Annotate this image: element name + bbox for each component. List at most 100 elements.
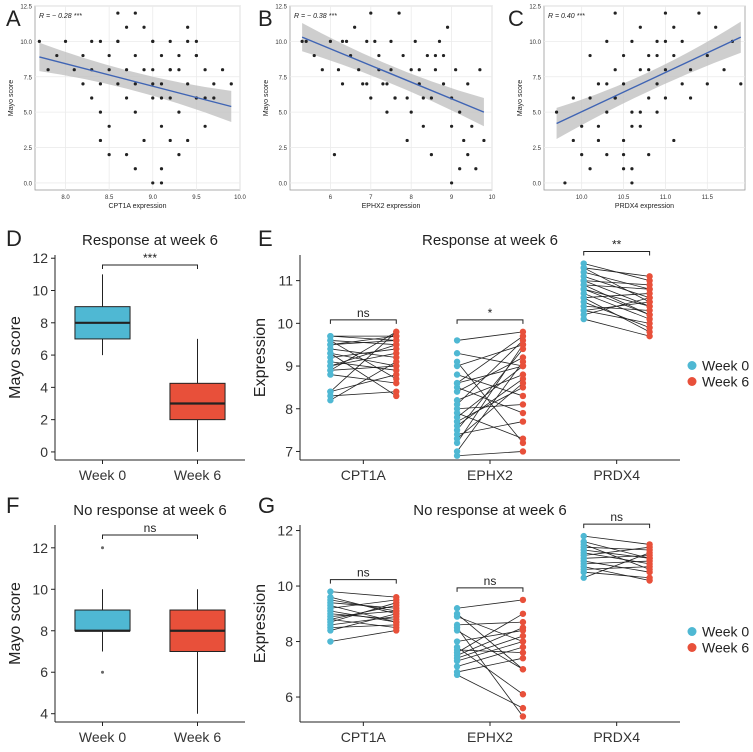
panel-b-scatter: 0.0 2.5 5.0 7.5 10.0 12.5 6 7 8 9 10 R = − 0.38 ***… xyxy=(263,5,496,211)
week6-point xyxy=(646,555,653,562)
week0-point xyxy=(580,264,587,272)
data-point xyxy=(655,39,659,43)
data-point xyxy=(133,167,137,171)
y-axis-label: Expression xyxy=(252,584,269,663)
pair-line xyxy=(330,344,397,367)
week0-point xyxy=(327,607,334,615)
data-point xyxy=(304,39,308,43)
data-point xyxy=(177,53,181,58)
data-point xyxy=(194,39,198,43)
data-point xyxy=(151,82,155,86)
week6-point xyxy=(393,618,400,626)
week0-point xyxy=(580,532,587,540)
pair-line xyxy=(456,344,524,444)
week0-point xyxy=(453,610,461,617)
pair-line xyxy=(456,646,524,667)
data-point xyxy=(81,82,85,86)
data-point xyxy=(124,96,129,100)
data-point xyxy=(361,82,365,86)
data-point xyxy=(596,138,601,143)
data-point xyxy=(672,25,676,29)
y-tick-label: 0.0 xyxy=(279,181,288,187)
y-tick-label: 5.0 xyxy=(533,111,542,117)
week0-point xyxy=(580,285,587,293)
legend-label: Week 0 xyxy=(702,358,749,374)
data-point xyxy=(571,96,575,100)
pair-line xyxy=(456,421,524,435)
panel-letter-b: B xyxy=(258,6,273,31)
data-point xyxy=(688,96,693,100)
data-point xyxy=(429,153,433,157)
week6-point xyxy=(646,285,653,293)
week0-point xyxy=(327,332,334,340)
y-tick-label: 5.0 xyxy=(279,111,288,117)
data-point xyxy=(332,153,337,157)
pair-line xyxy=(456,630,524,670)
data-point xyxy=(98,138,103,143)
data-point xyxy=(450,124,454,128)
week0-point xyxy=(453,418,461,425)
data-point xyxy=(81,53,85,58)
y-tick-label: 6 xyxy=(285,689,293,705)
pair-line xyxy=(457,599,523,609)
y-tick-label: 12 xyxy=(32,250,48,266)
week0-point xyxy=(327,627,334,634)
week6-point xyxy=(519,418,527,425)
data-point xyxy=(373,39,377,43)
data-point xyxy=(107,153,111,157)
pair-line xyxy=(456,365,524,418)
data-point xyxy=(482,138,486,143)
data-point xyxy=(630,39,634,43)
x-tick-label: 7 xyxy=(369,195,373,201)
data-point xyxy=(429,96,433,100)
pair-line xyxy=(583,280,650,286)
panel-title: No response at week 6 xyxy=(73,502,226,519)
week6-point xyxy=(519,666,527,673)
pair-line xyxy=(583,301,650,311)
data-point xyxy=(142,68,146,72)
data-point xyxy=(680,39,684,43)
panel-g-paired: 6 8 10 12 No response at week 6 Expression CPT… xyxy=(252,502,749,745)
week0-point xyxy=(580,546,587,554)
outlier-point xyxy=(101,546,104,550)
data-point xyxy=(336,68,341,72)
data-point xyxy=(437,39,442,43)
panel-letter-g: G xyxy=(258,493,275,518)
data-point xyxy=(722,68,726,72)
week6-point xyxy=(519,618,527,626)
y-tick-label: 2.5 xyxy=(533,146,542,152)
data-point xyxy=(107,124,111,128)
week0-point xyxy=(327,616,334,623)
week0-point xyxy=(453,439,461,447)
pair-line xyxy=(330,335,397,341)
pair-line xyxy=(583,546,650,551)
correlation-annotation: R = − 0.28 *** xyxy=(39,13,82,20)
significance-label: ns xyxy=(357,306,370,320)
data-point xyxy=(621,138,626,143)
legend-swatch-week6 xyxy=(687,643,697,652)
pair-line xyxy=(583,549,650,559)
week0-point xyxy=(327,397,334,404)
data-point xyxy=(159,167,164,171)
y-tick-label: 5.0 xyxy=(24,111,33,117)
data-point xyxy=(638,124,642,128)
pair-line xyxy=(583,535,650,545)
data-point xyxy=(116,39,120,43)
data-point xyxy=(433,68,438,72)
data-point xyxy=(647,153,651,157)
y-axis-label: Mayo score xyxy=(8,80,15,116)
y-tick-label: 7.5 xyxy=(279,75,288,81)
data-point xyxy=(397,11,401,15)
data-point xyxy=(580,124,584,128)
y-tick-label: 8 xyxy=(285,634,293,650)
week6-point xyxy=(393,602,400,609)
y-tick-label: 12.5 xyxy=(275,5,287,11)
data-point xyxy=(168,138,172,143)
data-point xyxy=(203,96,207,100)
week6-point xyxy=(646,320,653,327)
y-tick-label: 8 xyxy=(40,623,48,639)
x-tick-label: 8 xyxy=(410,195,414,201)
x-tick-label: EPHX2 xyxy=(467,467,513,483)
pair-line xyxy=(330,630,397,642)
